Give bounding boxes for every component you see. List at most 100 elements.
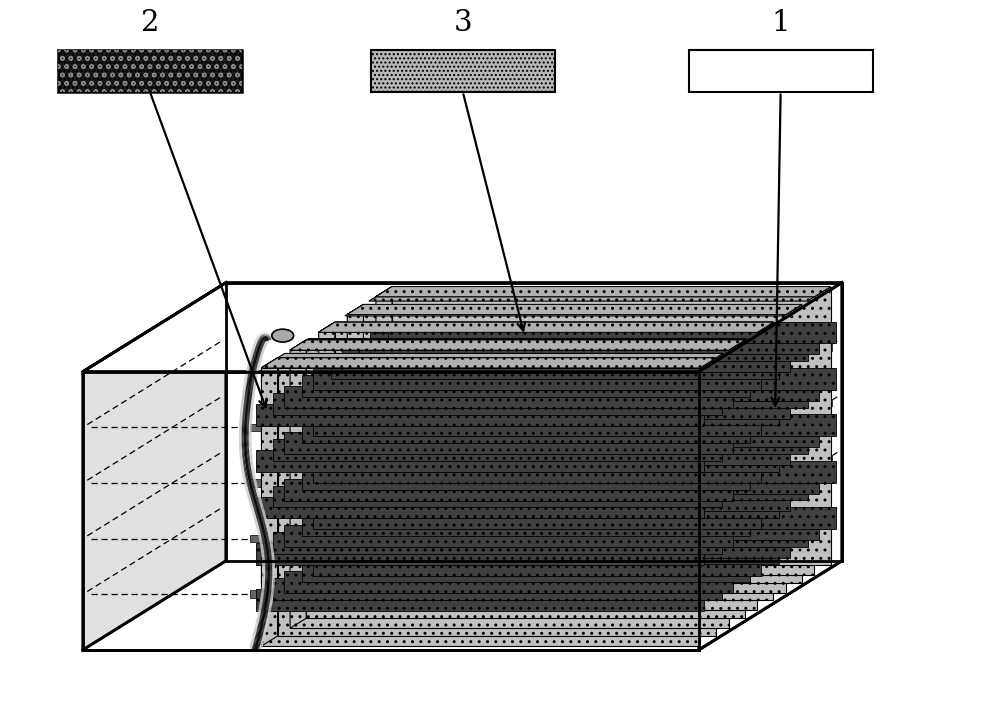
Polygon shape [273,532,722,554]
Polygon shape [342,350,790,372]
Polygon shape [376,287,392,575]
Polygon shape [290,340,745,350]
Polygon shape [388,368,836,390]
Polygon shape [376,287,831,297]
Polygon shape [313,368,761,390]
Polygon shape [273,353,723,360]
Polygon shape [376,287,831,297]
Polygon shape [297,339,747,346]
Polygon shape [313,414,761,437]
Polygon shape [319,322,773,332]
Polygon shape [261,358,716,368]
Polygon shape [319,322,773,332]
Polygon shape [261,358,716,368]
Bar [822,400,832,407]
Polygon shape [83,561,842,650]
Polygon shape [313,461,761,483]
Polygon shape [342,536,790,558]
Polygon shape [290,340,745,350]
Text: 1: 1 [771,9,790,37]
Polygon shape [261,358,716,368]
Polygon shape [319,322,773,332]
Polygon shape [347,304,802,315]
Polygon shape [319,332,757,611]
Polygon shape [256,496,704,519]
Polygon shape [342,443,790,465]
Bar [758,551,768,558]
Polygon shape [347,304,802,315]
Bar [371,50,555,92]
Polygon shape [331,543,779,564]
Bar [722,517,732,524]
Polygon shape [290,340,745,350]
Polygon shape [331,358,779,379]
Polygon shape [370,426,819,447]
Text: 2: 2 [141,9,159,37]
Bar [794,473,804,480]
Polygon shape [226,283,842,561]
Polygon shape [347,304,802,315]
Polygon shape [376,287,831,297]
Bar [250,479,261,487]
Polygon shape [290,340,745,350]
Polygon shape [347,304,802,315]
Polygon shape [359,339,808,361]
Polygon shape [261,358,716,368]
Polygon shape [261,358,716,368]
Polygon shape [261,358,716,368]
Polygon shape [319,322,773,332]
Bar [58,50,242,92]
Bar [58,50,242,92]
Polygon shape [284,433,733,454]
Polygon shape [347,304,802,315]
Polygon shape [347,304,802,315]
Polygon shape [359,525,808,547]
Ellipse shape [272,329,294,342]
Polygon shape [388,322,836,343]
Polygon shape [319,322,773,332]
Polygon shape [319,322,773,332]
Polygon shape [342,397,790,418]
Polygon shape [83,372,699,650]
Polygon shape [331,450,779,472]
Polygon shape [347,315,786,592]
Polygon shape [376,287,831,297]
Polygon shape [313,554,761,576]
Bar [250,535,261,543]
Polygon shape [319,322,773,332]
Polygon shape [370,472,819,494]
Polygon shape [83,283,226,650]
Polygon shape [256,404,704,426]
Polygon shape [376,287,831,297]
Polygon shape [347,304,802,315]
Polygon shape [290,340,306,628]
Polygon shape [278,358,716,636]
Polygon shape [261,358,716,368]
Polygon shape [347,304,802,315]
Polygon shape [290,350,729,628]
Polygon shape [302,468,750,489]
Bar [250,423,261,431]
Polygon shape [363,304,802,583]
Polygon shape [331,496,779,518]
Bar [794,362,804,369]
Bar [822,343,832,350]
Polygon shape [699,283,842,650]
Bar [794,529,804,536]
Polygon shape [313,508,761,529]
Polygon shape [335,322,773,601]
Polygon shape [261,368,700,646]
Text: 3: 3 [453,9,472,37]
Polygon shape [392,287,831,565]
Polygon shape [376,287,831,297]
Bar [250,590,261,598]
Polygon shape [261,358,716,368]
Polygon shape [370,518,819,540]
Polygon shape [261,358,716,368]
Polygon shape [345,309,795,316]
Polygon shape [370,379,819,401]
Polygon shape [376,297,814,575]
Polygon shape [319,322,773,332]
Polygon shape [273,486,722,508]
Bar [794,417,804,424]
